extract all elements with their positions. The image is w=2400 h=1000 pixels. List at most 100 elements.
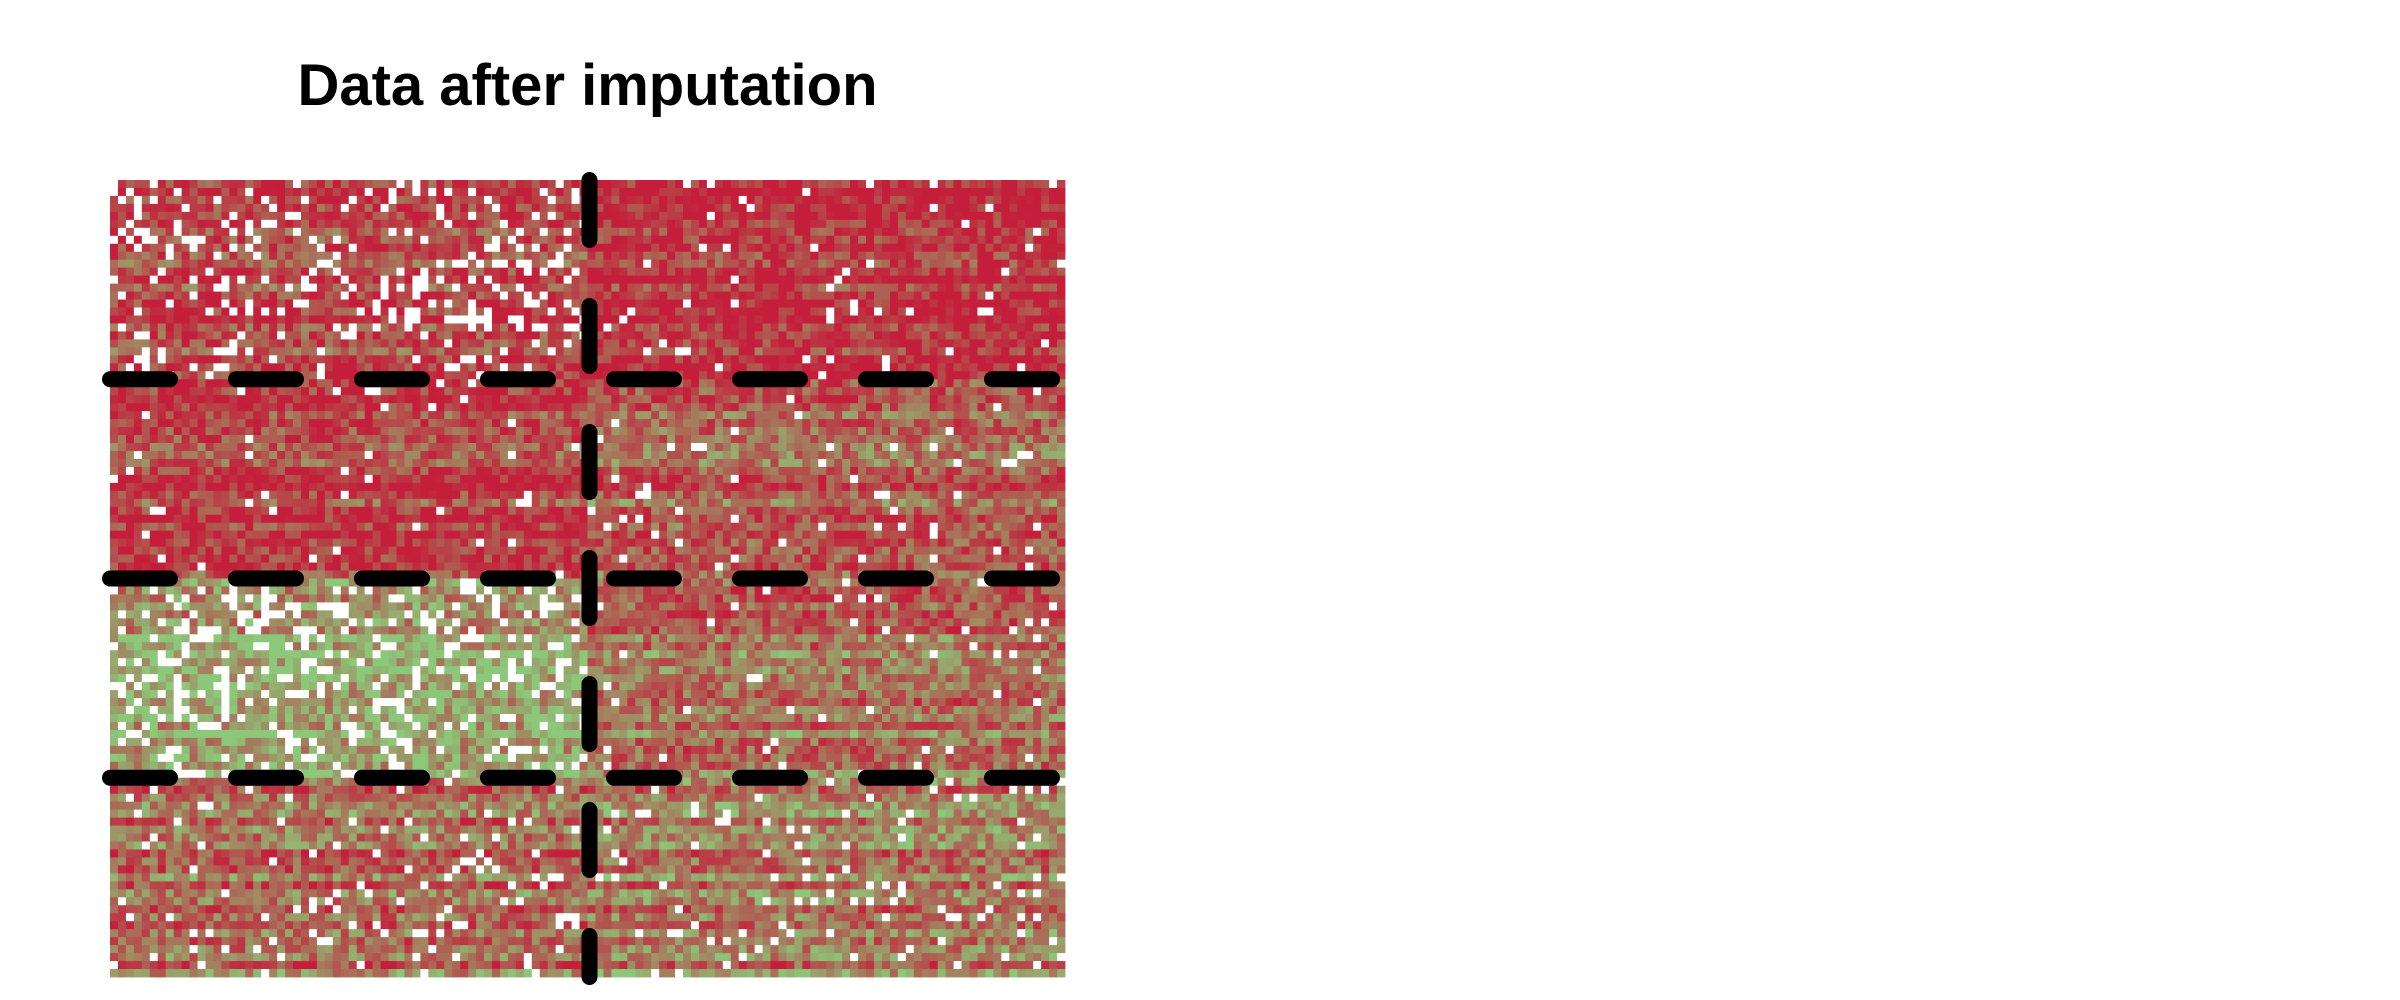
heatmap-cell bbox=[683, 339, 692, 348]
heatmap-cell bbox=[667, 331, 676, 340]
heatmap-cell bbox=[555, 339, 565, 348]
heatmap-cell bbox=[245, 219, 254, 229]
heatmap-cell bbox=[229, 466, 238, 476]
heatmap-cell bbox=[547, 259, 557, 269]
heatmap-cell bbox=[1001, 443, 1010, 452]
heatmap-cell bbox=[412, 315, 421, 324]
heatmap-cell bbox=[133, 490, 143, 500]
heatmap-cell bbox=[1033, 339, 1042, 348]
heatmap-cell bbox=[316, 490, 326, 500]
heatmap-cell bbox=[842, 490, 851, 500]
heatmap-cell bbox=[1041, 227, 1050, 237]
heatmap-cell bbox=[189, 355, 198, 364]
heatmap-cell bbox=[539, 243, 549, 253]
heatmap-cell bbox=[1049, 323, 1058, 332]
heatmap-cell bbox=[332, 315, 342, 324]
heatmap-cell bbox=[492, 243, 501, 253]
heatmap-cell bbox=[133, 219, 143, 229]
heatmap-cell bbox=[316, 291, 326, 300]
heatmap-cell bbox=[690, 411, 700, 420]
heatmap-cell bbox=[110, 474, 119, 484]
heatmap-cell bbox=[499, 307, 509, 316]
heatmap-cell bbox=[547, 307, 557, 316]
heatmap-cell bbox=[253, 259, 262, 269]
heatmap-cell bbox=[133, 227, 143, 237]
heatmap-cell bbox=[507, 267, 517, 277]
heatmap-cell bbox=[117, 251, 127, 261]
heatmap-cell bbox=[985, 243, 994, 253]
heatmap-cell bbox=[571, 371, 580, 380]
heatmap-cell bbox=[1017, 355, 1026, 364]
heatmap-cell bbox=[149, 323, 159, 332]
heatmap-cell bbox=[117, 395, 127, 404]
heatmap-cell bbox=[897, 227, 907, 237]
heatmap-cell bbox=[667, 363, 676, 372]
heatmap-cell bbox=[738, 219, 748, 229]
heatmap-cell bbox=[189, 506, 198, 516]
heatmap-cell bbox=[348, 363, 358, 372]
heatmap-cell bbox=[555, 275, 565, 285]
heatmap-cell bbox=[659, 443, 668, 452]
heatmap-cell bbox=[213, 243, 222, 253]
heatmap-cell bbox=[539, 275, 549, 285]
heatmap-cell bbox=[563, 235, 572, 245]
heatmap-cell bbox=[786, 203, 795, 213]
heatmap-cell bbox=[945, 219, 954, 229]
heatmap-cell bbox=[690, 283, 700, 292]
heatmap-cell bbox=[1025, 347, 1034, 356]
heatmap-cell bbox=[993, 466, 1002, 476]
heatmap-cell bbox=[110, 450, 119, 460]
heatmap-cell bbox=[1017, 482, 1026, 492]
heatmap-cell bbox=[245, 490, 254, 500]
heatmap-cell bbox=[221, 498, 230, 508]
heatmap-cell bbox=[921, 235, 931, 245]
heatmap-cell bbox=[523, 251, 533, 261]
heatmap-cell bbox=[117, 427, 127, 436]
heatmap-cell bbox=[794, 283, 803, 292]
heatmap-cell bbox=[587, 419, 596, 428]
heatmap-cell bbox=[850, 235, 859, 245]
heatmap-cell bbox=[364, 187, 374, 197]
heatmap-cell bbox=[189, 219, 198, 229]
heatmap-cell bbox=[117, 363, 127, 372]
heatmap-cell bbox=[165, 427, 175, 436]
heatmap-cell bbox=[1041, 427, 1050, 436]
heatmap-cell bbox=[492, 403, 501, 412]
heatmap-cell bbox=[897, 458, 907, 468]
heatmap-cell bbox=[149, 203, 159, 213]
heatmap-cell bbox=[563, 195, 572, 205]
heatmap-cell bbox=[428, 355, 437, 364]
heatmap-cell bbox=[667, 235, 676, 245]
heatmap-cell bbox=[237, 323, 246, 332]
heatmap-cell bbox=[293, 443, 302, 452]
heatmap-cell bbox=[802, 315, 811, 324]
heatmap-cell bbox=[913, 235, 923, 245]
heatmap-cell bbox=[484, 403, 493, 412]
heatmap-cell bbox=[874, 219, 883, 229]
heatmap-cell bbox=[523, 283, 533, 292]
heatmap-cell bbox=[277, 339, 286, 348]
heatmap-cell bbox=[985, 355, 994, 364]
heatmap-cell bbox=[746, 323, 756, 332]
heatmap-cell bbox=[905, 435, 915, 444]
heatmap-cell bbox=[874, 395, 883, 404]
heatmap-cell bbox=[683, 251, 692, 261]
heatmap-cell bbox=[961, 458, 970, 468]
heatmap-cell bbox=[778, 307, 787, 316]
heatmap-cell bbox=[619, 275, 628, 285]
heatmap-cell bbox=[396, 387, 405, 396]
heatmap-cell bbox=[937, 450, 947, 460]
heatmap-cell bbox=[316, 299, 326, 308]
heatmap-cell bbox=[977, 180, 986, 189]
heatmap-cell bbox=[444, 490, 453, 500]
heatmap-cell bbox=[364, 315, 374, 324]
heatmap-cell bbox=[356, 419, 366, 428]
heatmap-cell bbox=[850, 379, 859, 388]
heatmap-cell bbox=[690, 363, 700, 372]
heatmap-cell bbox=[324, 291, 334, 300]
heatmap-cell bbox=[571, 180, 580, 189]
heatmap-cell bbox=[802, 251, 811, 261]
heatmap-cell bbox=[1017, 450, 1026, 460]
heatmap-cell bbox=[428, 195, 437, 205]
heatmap-cell bbox=[826, 450, 835, 460]
